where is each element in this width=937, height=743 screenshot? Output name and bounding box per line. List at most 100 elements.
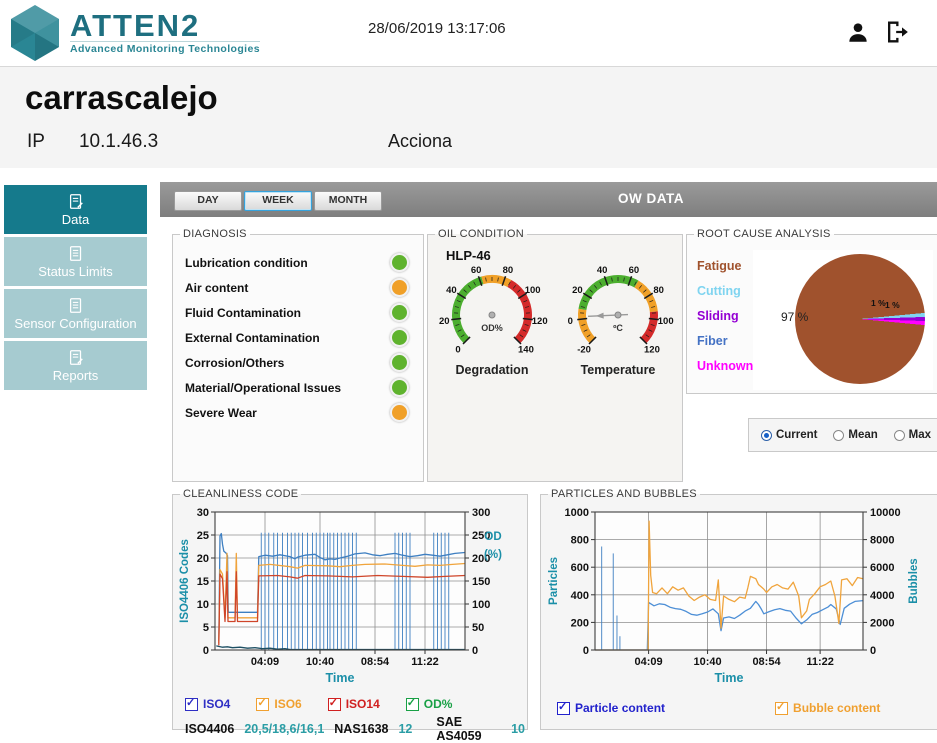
- status-dot: [390, 403, 409, 422]
- status-dot: [390, 328, 409, 347]
- sidebar-item-reports[interactable]: Reports: [4, 341, 147, 390]
- checkbox-icon[interactable]: [256, 698, 269, 711]
- svg-text:ISO4406 Codes: ISO4406 Codes: [179, 539, 191, 623]
- diagnosis-panel: DIAGNOSIS Lubrication condition Air cont…: [172, 228, 424, 482]
- status-dot: [390, 278, 409, 297]
- legend-bubble-content[interactable]: Bubble content: [775, 701, 880, 715]
- checkbox-icon[interactable]: [775, 702, 788, 715]
- svg-text:1000: 1000: [565, 507, 589, 519]
- radio-icon[interactable]: [894, 430, 905, 441]
- radio-current[interactable]: Current: [761, 429, 818, 441]
- svg-text:08:54: 08:54: [752, 656, 781, 668]
- svg-text:400: 400: [571, 590, 589, 602]
- diagnosis-row: Lubrication condition: [175, 250, 421, 275]
- sidebar-item-status-limits[interactable]: Status Limits: [4, 237, 147, 286]
- svg-text:5: 5: [203, 622, 209, 634]
- checkbox-icon[interactable]: [406, 698, 419, 711]
- root-cause-title: ROOT CAUSE ANALYSIS: [694, 228, 834, 240]
- radio-icon[interactable]: [833, 430, 844, 441]
- main-content: DAY WEEK MONTH OW DATA DIAGNOSIS Lubrica…: [160, 182, 937, 726]
- day-button[interactable]: DAY: [174, 191, 242, 211]
- title-section: carrascalejo IP 10.1.46.3 Acciona: [0, 67, 937, 168]
- logout-icon[interactable]: [881, 18, 909, 46]
- hexagon-logo-icon: [8, 4, 62, 62]
- svg-text:20: 20: [572, 285, 583, 296]
- legend-iso4[interactable]: ISO4: [185, 697, 230, 711]
- diagnosis-row: Fluid Contamination: [175, 300, 421, 325]
- root-cause-pie-chart: [795, 254, 925, 384]
- svg-text:25: 25: [197, 530, 209, 542]
- svg-text:120: 120: [532, 316, 548, 327]
- svg-text:150: 150: [472, 576, 490, 588]
- svg-text:800: 800: [571, 535, 589, 547]
- sidebar-item-label: Sensor Configuration: [14, 316, 136, 331]
- particles-legend: Particle content Bubble content: [557, 701, 935, 715]
- radio-max[interactable]: Max: [894, 429, 931, 441]
- cleanliness-legend: ISO4 ISO6 ISO14 OD%: [185, 697, 525, 711]
- status-dot: [390, 378, 409, 397]
- oil-type: HLP-46: [446, 248, 680, 263]
- status-dot: [390, 253, 409, 272]
- cleanliness-codes: ISO4406 20,5/18,6/16,1 NAS1638 12 SAE AS…: [185, 715, 525, 743]
- legend-item-cutting: Cutting: [697, 279, 753, 304]
- svg-text:08:54: 08:54: [361, 656, 390, 668]
- legend-iso6[interactable]: ISO6: [256, 697, 301, 711]
- svg-text:40: 40: [597, 265, 608, 276]
- legend-item-sliding: Sliding: [697, 304, 753, 329]
- week-button[interactable]: WEEK: [244, 191, 312, 211]
- diagnosis-row: Severe Wear: [175, 400, 421, 425]
- sidebar-item-label: Status Limits: [38, 264, 112, 279]
- legend-item-fatigue: Fatigue: [697, 254, 753, 279]
- user-icon[interactable]: [845, 19, 871, 45]
- svg-text:120: 120: [644, 344, 660, 355]
- month-button[interactable]: MONTH: [314, 191, 382, 211]
- sidebar-item-label: Reports: [53, 368, 99, 383]
- radio-mean[interactable]: Mean: [833, 429, 877, 441]
- svg-text:Time: Time: [326, 671, 355, 685]
- svg-text:10:40: 10:40: [306, 656, 334, 668]
- sidebar: Data Status Limits Sensor Configuration …: [4, 185, 147, 393]
- svg-text:0: 0: [583, 645, 589, 657]
- ip-row: IP 10.1.46.3: [27, 131, 158, 153]
- svg-text:80: 80: [653, 285, 664, 296]
- top-header: ATTEN2 Advanced Monitoring Technologies …: [0, 0, 937, 67]
- svg-text:11:22: 11:22: [806, 656, 834, 668]
- checkbox-icon[interactable]: [328, 698, 341, 711]
- oil-condition-title: OIL CONDITION: [435, 228, 527, 240]
- ip-label: IP: [27, 131, 45, 153]
- particles-title: PARTICLES AND BUBBLES: [548, 488, 700, 500]
- legend-particle-content[interactable]: Particle content: [557, 701, 665, 715]
- edit-document-icon: [67, 349, 85, 367]
- sidebar-item-data[interactable]: Data: [4, 185, 147, 234]
- datetime: 28/06/2019 13:17:06: [368, 20, 506, 37]
- radio-icon[interactable]: [761, 430, 772, 441]
- svg-text:OD%: OD%: [481, 323, 503, 333]
- svg-text:2000: 2000: [870, 617, 894, 629]
- logo-text: ATTEN2 Advanced Monitoring Technologies: [70, 11, 260, 55]
- checkbox-icon[interactable]: [557, 702, 570, 715]
- sidebar-item-label: Data: [62, 212, 89, 227]
- app-root: ATTEN2 Advanced Monitoring Technologies …: [0, 0, 937, 726]
- legend-od[interactable]: OD%: [406, 697, 453, 711]
- svg-text:100: 100: [472, 599, 490, 611]
- logo-subtitle: Advanced Monitoring Technologies: [70, 41, 260, 55]
- pie-mode-selector: Current Mean Max: [748, 418, 937, 452]
- sidebar-item-sensor-configuration[interactable]: Sensor Configuration: [4, 289, 147, 338]
- svg-text:0: 0: [568, 316, 573, 327]
- pie-chart-box: 97 % 1 % 1 %: [753, 250, 933, 390]
- checkbox-icon[interactable]: [185, 698, 198, 711]
- diagnosis-row: Air content: [175, 275, 421, 300]
- legend-iso14[interactable]: ISO14: [328, 697, 380, 711]
- svg-text:50: 50: [472, 622, 484, 634]
- ip-value: 10.1.46.3: [79, 131, 158, 153]
- svg-text:40: 40: [446, 285, 457, 296]
- svg-text:200: 200: [571, 617, 589, 629]
